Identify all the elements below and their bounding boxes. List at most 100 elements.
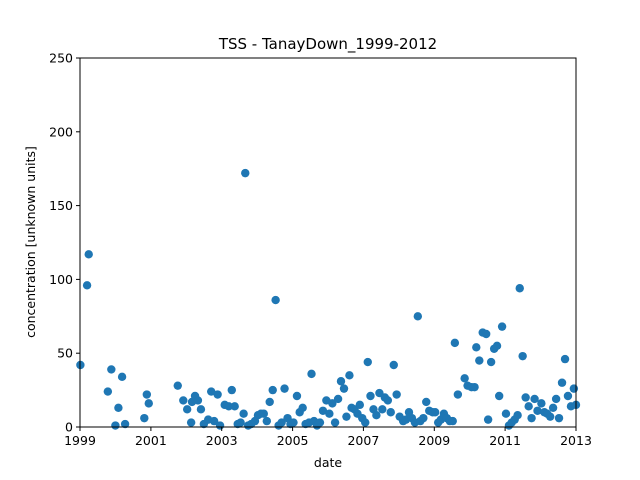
data-point xyxy=(422,397,431,407)
data-point xyxy=(186,418,196,427)
x-tick-label: 2007 xyxy=(347,433,379,448)
data-point xyxy=(569,384,579,393)
data-point xyxy=(515,284,524,293)
data-point xyxy=(481,329,491,339)
x-tick-label: 2009 xyxy=(418,433,450,448)
data-point xyxy=(315,418,325,427)
data-point xyxy=(193,396,203,405)
data-point xyxy=(551,394,561,404)
chart-title: TSS - TanayDown_1999-2012 xyxy=(218,35,437,54)
data-point xyxy=(554,413,564,423)
data-point xyxy=(107,365,116,374)
data-point xyxy=(330,418,340,427)
data-point xyxy=(563,391,573,401)
data-point xyxy=(560,354,570,364)
data-point xyxy=(120,419,130,429)
data-point xyxy=(527,413,536,423)
data-point xyxy=(213,390,222,399)
data-point xyxy=(518,351,527,361)
data-point xyxy=(392,390,401,399)
y-axis-label: concentration [unknown units] xyxy=(23,146,38,338)
x-tick-label: 2011 xyxy=(489,433,521,448)
data-point xyxy=(265,397,274,407)
data-point xyxy=(366,391,375,401)
data-point xyxy=(277,418,286,427)
data-point xyxy=(475,356,484,365)
data-point xyxy=(342,412,351,421)
data-point xyxy=(298,403,307,413)
data-point xyxy=(389,360,398,370)
data-point xyxy=(548,403,558,413)
data-point xyxy=(450,338,460,348)
y-tick-label: 250 xyxy=(49,51,73,66)
data-point xyxy=(339,384,349,393)
data-point xyxy=(557,378,567,387)
data-point xyxy=(268,385,277,395)
data-point xyxy=(140,413,149,423)
data-point xyxy=(386,408,395,417)
data-point xyxy=(530,394,539,404)
data-point xyxy=(486,357,496,367)
y-axis-ticks: 0 50 100 150 200 250 xyxy=(49,51,80,435)
y-tick-label: 150 xyxy=(49,198,73,213)
data-point xyxy=(289,418,298,427)
data-point xyxy=(182,405,192,414)
data-point xyxy=(114,403,123,413)
data-point xyxy=(470,382,479,392)
data-point xyxy=(492,341,502,351)
data-point xyxy=(224,402,233,411)
x-tick-label: 1999 xyxy=(64,433,96,448)
data-point xyxy=(292,391,302,401)
data-point xyxy=(453,390,463,399)
data-point xyxy=(325,409,334,418)
data-point xyxy=(328,399,337,408)
x-tick-label: 2005 xyxy=(277,433,309,448)
data-point xyxy=(239,409,248,418)
data-point xyxy=(355,400,365,410)
data-point xyxy=(259,409,268,418)
data-point xyxy=(196,405,206,414)
data-point xyxy=(345,371,354,380)
data-point xyxy=(227,385,236,395)
data-point xyxy=(460,374,469,383)
x-tick-label: 2003 xyxy=(206,433,238,448)
data-point xyxy=(483,415,493,424)
data-point xyxy=(307,369,316,379)
x-axis-label: date xyxy=(314,455,342,470)
data-point xyxy=(103,387,113,396)
data-point xyxy=(521,393,530,402)
data-point xyxy=(361,418,370,427)
data-point xyxy=(383,396,393,405)
y-tick-label: 50 xyxy=(57,346,73,361)
data-point xyxy=(84,250,93,259)
data-point xyxy=(173,381,182,390)
data-point xyxy=(111,421,120,430)
data-point xyxy=(215,421,225,430)
data-point xyxy=(501,409,511,418)
data-point xyxy=(271,295,280,305)
data-point xyxy=(241,168,250,178)
plot-frame xyxy=(79,57,577,428)
data-point xyxy=(230,402,239,411)
data-point xyxy=(533,406,542,415)
data-point xyxy=(524,402,533,411)
data-point xyxy=(419,413,428,423)
data-point xyxy=(142,390,152,399)
data-point xyxy=(179,396,188,405)
data-point xyxy=(209,416,219,426)
y-tick-label: 100 xyxy=(49,272,73,287)
x-axis-ticks: 1999 2001 2003 2005 2007 2009 2011 2013 xyxy=(64,427,592,448)
data-point xyxy=(117,372,127,382)
data-point xyxy=(497,322,507,331)
data-point xyxy=(144,399,153,408)
x-tick-label: 2013 xyxy=(560,433,592,448)
data-point xyxy=(413,312,423,321)
y-tick-label: 200 xyxy=(49,124,73,139)
data-points xyxy=(76,168,581,430)
data-point xyxy=(378,405,387,414)
y-tick-label: 0 xyxy=(65,420,73,435)
data-point xyxy=(336,377,346,386)
data-point xyxy=(546,412,555,421)
data-point xyxy=(513,410,522,420)
data-point xyxy=(82,281,92,290)
